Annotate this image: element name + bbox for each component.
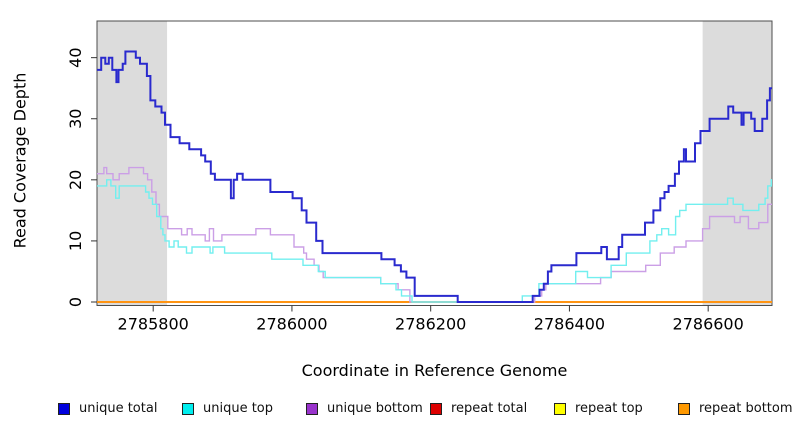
- x-tick-label: 2786000: [256, 315, 327, 334]
- series-unique-total-line: [97, 50, 772, 303]
- plot-border: [96, 20, 773, 306]
- legend-swatch-unique-bottom: [306, 403, 318, 415]
- legend-label-repeat-bottom: repeat bottom: [699, 401, 792, 416]
- legend-swatch-repeat-top: [554, 403, 566, 415]
- y-tick-label: 10: [66, 231, 85, 251]
- series-unique-top-line: [97, 179, 772, 303]
- shaded-region-2: [702, 21, 772, 306]
- legend-swatch-unique-total: [58, 403, 70, 415]
- legend-label-repeat-total: repeat total: [451, 401, 528, 416]
- legend-item-unique-top: unique top: [182, 402, 273, 416]
- legend-swatch-repeat-bottom: [678, 403, 690, 415]
- y-tick-label: 40: [66, 47, 85, 67]
- y-axis-title: Read Coverage Depth: [10, 72, 30, 249]
- legend-label-unique-total: unique total: [79, 401, 158, 416]
- legend-label-repeat-top: repeat top: [575, 401, 643, 416]
- legend-swatch-repeat-total: [430, 403, 442, 415]
- coverage-plot-canvas: 2785800 2786000 2786200 2786400 2786600 0 10 20…: [66, 20, 773, 334]
- legend-item-unique-total: unique total: [58, 402, 157, 416]
- legend-item-repeat-total: repeat total: [430, 402, 527, 416]
- legend-item-repeat-bottom: repeat bottom: [678, 402, 792, 416]
- y-tick-label: 20: [66, 170, 85, 190]
- y-tick-label: 30: [66, 109, 85, 129]
- legend-swatch-unique-top: [182, 403, 194, 415]
- legend-label-unique-bottom: unique bottom: [327, 401, 423, 416]
- series-unique-bottom-line: [97, 166, 772, 303]
- legend-item-repeat-top: repeat top: [554, 402, 643, 416]
- y-tick-label: 0: [66, 297, 85, 307]
- x-tick-label: 2785800: [118, 315, 189, 334]
- legend-item-unique-bottom: unique bottom: [306, 402, 423, 416]
- shaded-region-1: [97, 21, 168, 306]
- x-tick-label: 2786200: [395, 315, 466, 334]
- x-axis-title: Coordinate in Reference Genome: [301, 361, 568, 380]
- x-tick-label: 2786600: [673, 315, 744, 334]
- legend-label-unique-top: unique top: [203, 401, 274, 416]
- x-tick-label: 2786400: [534, 315, 605, 334]
